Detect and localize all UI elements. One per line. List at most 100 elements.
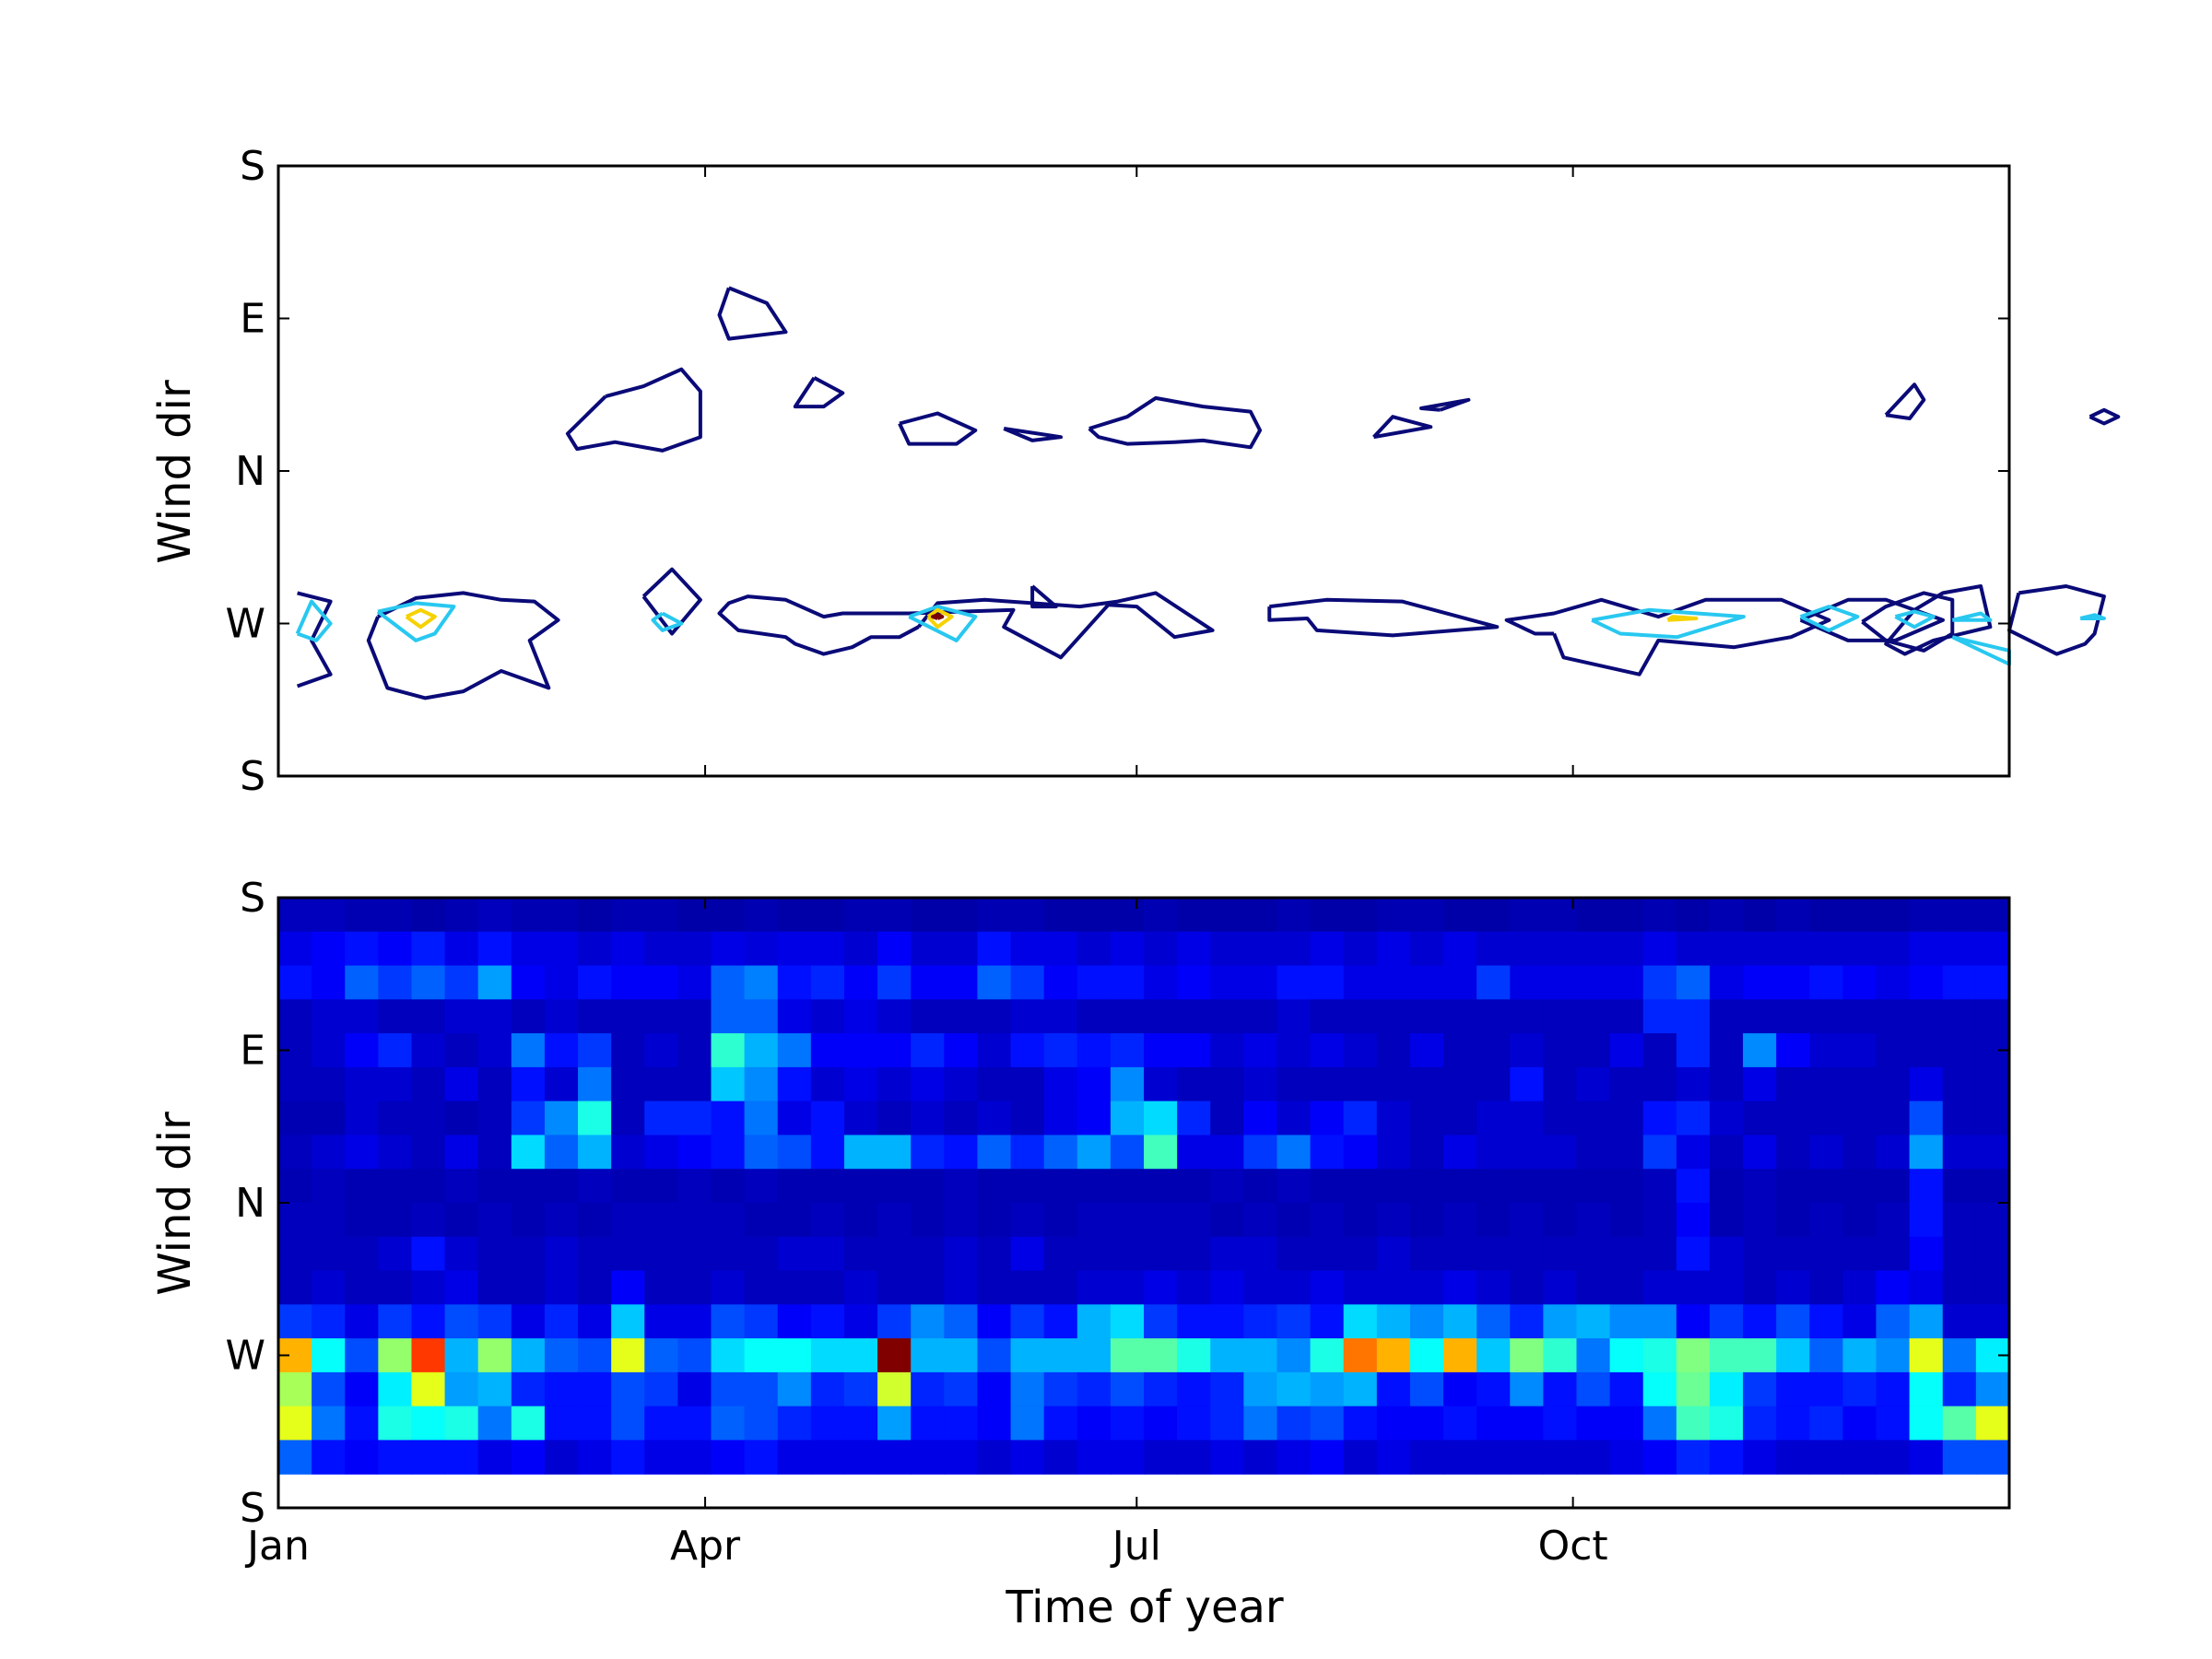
heatmap-cell xyxy=(1343,1203,1378,1238)
heatmap-cell xyxy=(877,931,912,967)
heatmap-cell xyxy=(1676,999,1711,1034)
heatmap-cell xyxy=(777,1406,812,1441)
heatmap-cell xyxy=(911,1406,945,1441)
heatmap-cell xyxy=(611,999,645,1034)
heatmap-cell xyxy=(1609,965,1644,1000)
heatmap-cell xyxy=(1243,1135,1278,1170)
heatmap-cell xyxy=(911,965,945,1000)
heatmap-cell xyxy=(1409,1033,1444,1068)
heatmap-cell xyxy=(977,1406,1012,1441)
heatmap-cell xyxy=(777,1100,812,1136)
heatmap-cell xyxy=(1642,999,1677,1034)
heatmap-cell xyxy=(1110,1270,1145,1305)
heatmap-cell xyxy=(1576,1304,1611,1339)
heatmap-cell xyxy=(1110,898,1145,933)
heatmap-cell xyxy=(1477,1033,1511,1068)
heatmap-cell xyxy=(777,1270,812,1305)
heatmap-cell xyxy=(1909,931,1944,967)
heatmap-cell xyxy=(345,1135,379,1170)
heatmap-cell xyxy=(1776,1371,1810,1407)
heatmap-cell xyxy=(1576,1203,1611,1238)
heatmap-cell xyxy=(1942,1338,1977,1373)
heatmap-cell xyxy=(677,1135,712,1170)
heatmap-cell xyxy=(312,1135,346,1170)
heatmap-cell xyxy=(1077,1135,1112,1170)
heatmap-cell xyxy=(1809,1270,1844,1305)
heatmap-cell xyxy=(1010,965,1045,1000)
heatmap-cell xyxy=(677,898,712,933)
heatmap-cell xyxy=(511,1338,546,1373)
heatmap-cell xyxy=(1477,1169,1511,1204)
heatmap-cell xyxy=(511,999,546,1034)
heatmap-cell xyxy=(1343,1169,1378,1204)
heatmap-cell xyxy=(744,1033,779,1068)
heatmap-cell xyxy=(1077,999,1112,1034)
heatmap-cell xyxy=(378,1135,413,1170)
heatmap-cell xyxy=(477,1371,512,1407)
heatmap-cell xyxy=(843,1100,878,1136)
heatmap-cells xyxy=(278,898,2010,1475)
heatmap-cell xyxy=(843,1169,878,1204)
heatmap-cell xyxy=(711,898,746,933)
heatmap-cell xyxy=(810,1033,845,1068)
heatmap-cell xyxy=(843,1371,878,1407)
heatmap-cell xyxy=(1576,1270,1611,1305)
contour-line-level-0 xyxy=(366,591,560,700)
heatmap-cell xyxy=(1642,1236,1677,1272)
0-y-tick-label: S xyxy=(240,753,265,800)
heatmap-cell xyxy=(1144,999,1178,1034)
contour-line-level-0 xyxy=(1884,382,1926,420)
heatmap-cell xyxy=(1743,1169,1777,1204)
heatmap-cell xyxy=(843,1338,878,1373)
heatmap-cell xyxy=(1776,931,1810,967)
heatmap-cell xyxy=(1876,1236,1911,1272)
heatmap-cell xyxy=(843,931,878,967)
heatmap-cell xyxy=(1510,1270,1544,1305)
heatmap-cell xyxy=(1110,1338,1145,1373)
heatmap-cell xyxy=(544,1406,579,1441)
heatmap-cell xyxy=(444,1169,479,1204)
heatmap-cell xyxy=(1576,999,1611,1034)
heatmap-cell xyxy=(877,898,912,933)
heatmap-cell xyxy=(1776,1066,1810,1102)
heatmap-cell xyxy=(1043,1338,1078,1373)
heatmap-cell xyxy=(1010,1203,1045,1238)
heatmap-cell xyxy=(1676,1100,1711,1136)
heatmap-cell xyxy=(677,999,712,1034)
heatmap-cell xyxy=(1942,931,1977,967)
heatmap-cell xyxy=(411,931,446,967)
heatmap-cell xyxy=(777,1440,812,1475)
heatmap-cell xyxy=(810,931,845,967)
heatmap-cell xyxy=(777,1033,812,1068)
heatmap-cell xyxy=(1809,1100,1844,1136)
heatmap-cell xyxy=(1975,999,2010,1034)
heatmap-cell xyxy=(1543,1066,1578,1102)
heatmap-cell xyxy=(1776,1169,1810,1204)
heatmap-cell xyxy=(711,1270,746,1305)
heatmap-cell xyxy=(877,1406,912,1441)
heatmap-cell xyxy=(1709,965,1744,1000)
contour-line-level-0 xyxy=(641,567,702,636)
heatmap-cell xyxy=(1343,1066,1378,1102)
heatmap-cell xyxy=(578,1135,612,1170)
heatmap-cell xyxy=(345,1033,379,1068)
heatmap-cell xyxy=(911,1203,945,1238)
heatmap-cell xyxy=(644,1169,678,1204)
heatmap-cell xyxy=(1743,1033,1777,1068)
heatmap-cell xyxy=(744,1338,779,1373)
heatmap-cell xyxy=(944,1236,979,1272)
heatmap-cell xyxy=(944,1270,979,1305)
heatmap-cell xyxy=(677,1066,712,1102)
heatmap-cell xyxy=(1043,965,1078,1000)
heatmap-cell xyxy=(1776,1100,1810,1136)
heatmap-cell xyxy=(1110,1169,1145,1204)
heatmap-cell xyxy=(477,1033,512,1068)
heatmap-cell xyxy=(1177,1066,1211,1102)
heatmap-cell xyxy=(1043,898,1078,933)
heatmap-cell xyxy=(1310,1169,1345,1204)
heatmap-cell xyxy=(810,1135,845,1170)
heatmap-cell xyxy=(1743,1066,1777,1102)
heatmap-cell xyxy=(444,1371,479,1407)
heatmap-cell xyxy=(1277,1270,1312,1305)
heatmap-cell xyxy=(1709,999,1744,1034)
